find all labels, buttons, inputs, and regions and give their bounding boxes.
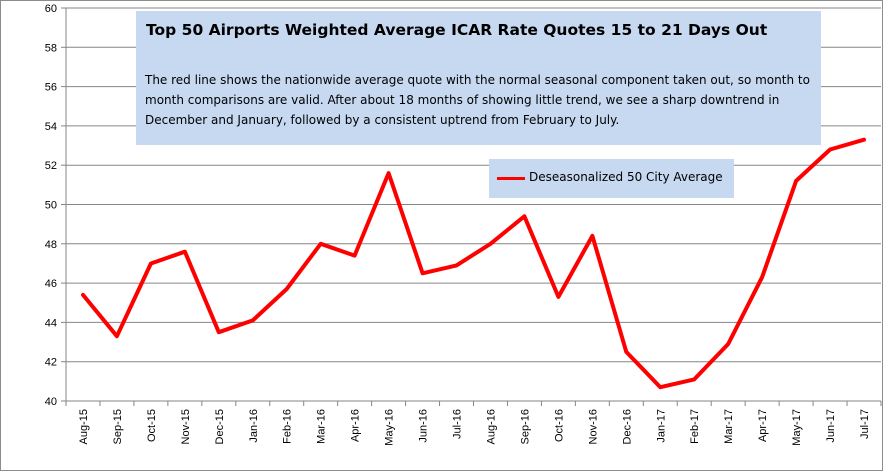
chart-subtitle: The red line shows the nationwide averag… [145,73,810,127]
x-tick-label: Sep-15 [112,409,124,444]
x-tick-label: May-16 [384,409,396,446]
series-lines [81,137,866,390]
x-tick-label: Jul-17 [859,409,871,439]
x-tick-label: Oct-16 [553,409,565,442]
x-tick-label: Jan-17 [655,409,667,443]
x-tick-label: Jun-16 [418,409,430,443]
y-tick-label: 42 [45,357,57,369]
y-tick-label: 50 [45,200,57,212]
legend: Deseasonalized 50 City Average [489,159,734,198]
legend-entry-label: Deseasonalized 50 City Average [529,170,723,184]
x-tick-label: Jul-16 [452,409,464,439]
title-box: Top 50 Airports Weighted Average ICAR Ra… [136,11,821,145]
x-tick-label: Nov-16 [587,409,599,444]
y-tick-label: 52 [45,160,57,172]
x-tick-label: Dec-16 [621,409,633,444]
x-tick-label: Apr-16 [350,409,362,442]
y-tick-label: 56 [45,82,57,94]
y-axis-tick-labels: 40 42 44 46 48 50 52 54 56 58 60 [45,3,57,408]
x-tick-label: May-17 [791,409,803,446]
x-tick-label: Aug-16 [485,409,497,444]
y-tick-label: 60 [45,3,57,15]
x-tick-label: Feb-16 [282,409,294,444]
x-tick-label: Jun-17 [825,409,837,443]
x-tick-label: Feb-17 [689,409,701,444]
x-tick-label: Sep-16 [519,409,531,444]
x-tick-label: Dec-15 [214,409,226,444]
y-tick-label: 40 [45,396,57,408]
x-tick-label: Oct-15 [146,409,158,442]
y-tick-label: 54 [45,121,57,133]
x-tick-label: Apr-17 [757,409,769,442]
y-tick-label: 46 [45,278,57,290]
y-tick-label: 48 [45,239,57,251]
x-tick-label: Mar-16 [316,409,328,444]
chart-title: Top 50 Airports Weighted Average ICAR Ra… [146,21,768,39]
x-tick-label: Nov-15 [180,409,192,444]
y-tick-label: 44 [45,317,57,329]
x-tick-label: Aug-15 [78,409,90,444]
x-axis-tick-labels: Aug-15 Sep-15 Oct-15 Nov-15 Dec-15 Jan-16 Feb-… [78,409,871,446]
series-line-0 [81,137,866,390]
legend-swatch [497,177,525,180]
y-tick-label: 58 [45,42,57,54]
x-tick-label: Jan-16 [248,409,260,443]
axes [61,7,882,406]
x-tick-label: Mar-17 [723,409,735,444]
